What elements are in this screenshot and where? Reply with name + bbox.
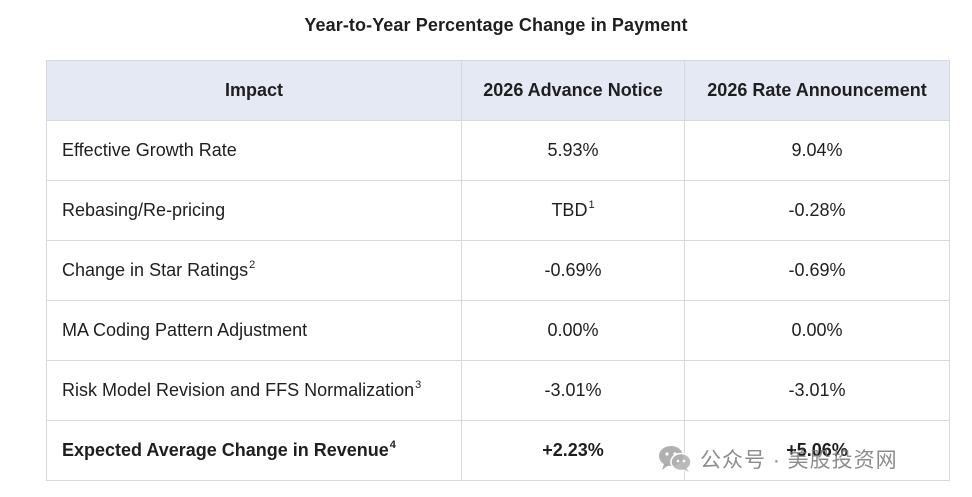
rate-announcement-cell: -3.01% — [684, 360, 950, 421]
rate-announcement-cell: +5.06% — [684, 420, 950, 481]
advance-value: -0.69% — [544, 260, 602, 280]
rate-announcement-cell: -0.28% — [684, 180, 950, 241]
advance-value: +2.23% — [542, 440, 604, 460]
footnote-marker: 4 — [389, 439, 396, 451]
impact-cell: Rebasing/Re-pricing — [46, 180, 462, 241]
payment-change-table: Impact 2026 Advance Notice 2026 Rate Ann… — [46, 60, 950, 481]
advance-notice-cell: 0.00% — [461, 300, 685, 361]
impact-label: Expected Average Change in Revenue — [62, 440, 389, 460]
impact-cell: Change in Star Ratings2 — [46, 240, 462, 301]
announcement-value: +5.06% — [786, 440, 848, 460]
column-header-rate-announcement: 2026 Rate Announcement — [684, 60, 950, 121]
table-row-total: Expected Average Change in Revenue4 +2.2… — [46, 420, 950, 481]
rate-announcement-cell: -0.69% — [684, 240, 950, 301]
announcement-value: 9.04% — [791, 140, 843, 160]
table-title: Year-to-Year Percentage Change in Paymen… — [304, 15, 688, 35]
impact-cell: Effective Growth Rate — [46, 120, 462, 181]
table-row: Change in Star Ratings2 -0.69% -0.69% — [46, 240, 950, 301]
impact-label: Change in Star Ratings — [62, 260, 249, 280]
announcement-value: 0.00% — [791, 320, 843, 340]
impact-label: MA Coding Pattern Adjustment — [62, 320, 308, 340]
header-row: Impact 2026 Advance Notice 2026 Rate Ann… — [46, 60, 950, 121]
footnote-marker: 2 — [249, 259, 256, 271]
advance-notice-cell: 5.93% — [461, 120, 685, 181]
table-row: Risk Model Revision and FFS Normalizatio… — [46, 360, 950, 421]
announcement-value: -0.69% — [788, 260, 846, 280]
rate-announcement-cell: 0.00% — [684, 300, 950, 361]
column-header-advance-notice: 2026 Advance Notice — [461, 60, 685, 121]
impact-label: Risk Model Revision and FFS Normalizatio… — [62, 380, 415, 400]
impact-cell: Expected Average Change in Revenue4 — [46, 420, 462, 481]
table-row: Effective Growth Rate 5.93% 9.04% — [46, 120, 950, 181]
wechat-icon — [658, 445, 692, 473]
impact-label: Rebasing/Re-pricing — [62, 200, 226, 220]
advance-notice-cell: -3.01% — [461, 360, 685, 421]
watermark-text: 公众号 · 美股投资网 — [700, 449, 898, 472]
advance-value: 0.00% — [547, 320, 599, 340]
table-row: Rebasing/Re-pricing TBD1 -0.28% — [46, 180, 950, 241]
footnote-marker: 3 — [415, 379, 422, 391]
rate-announcement-cell: 9.04% — [684, 120, 950, 181]
impact-cell: MA Coding Pattern Adjustment — [46, 300, 462, 361]
announcement-value: -0.28% — [788, 200, 846, 220]
watermark: 公众号 · 美股投资网 — [658, 444, 898, 474]
advance-value: -3.01% — [544, 380, 602, 400]
impact-cell: Risk Model Revision and FFS Normalizatio… — [46, 360, 462, 421]
column-header-impact: Impact — [46, 60, 462, 121]
advance-notice-cell: +2.23% — [461, 420, 685, 481]
footnote-marker: 1 — [588, 199, 595, 211]
advance-value: 5.93% — [547, 140, 599, 160]
advance-notice-cell: -0.69% — [461, 240, 685, 301]
advance-notice-cell: TBD1 — [461, 180, 685, 241]
announcement-value: -3.01% — [788, 380, 846, 400]
advance-value: TBD — [551, 200, 588, 220]
table-row: MA Coding Pattern Adjustment 0.00% 0.00% — [46, 300, 950, 361]
impact-label: Effective Growth Rate — [62, 140, 237, 160]
